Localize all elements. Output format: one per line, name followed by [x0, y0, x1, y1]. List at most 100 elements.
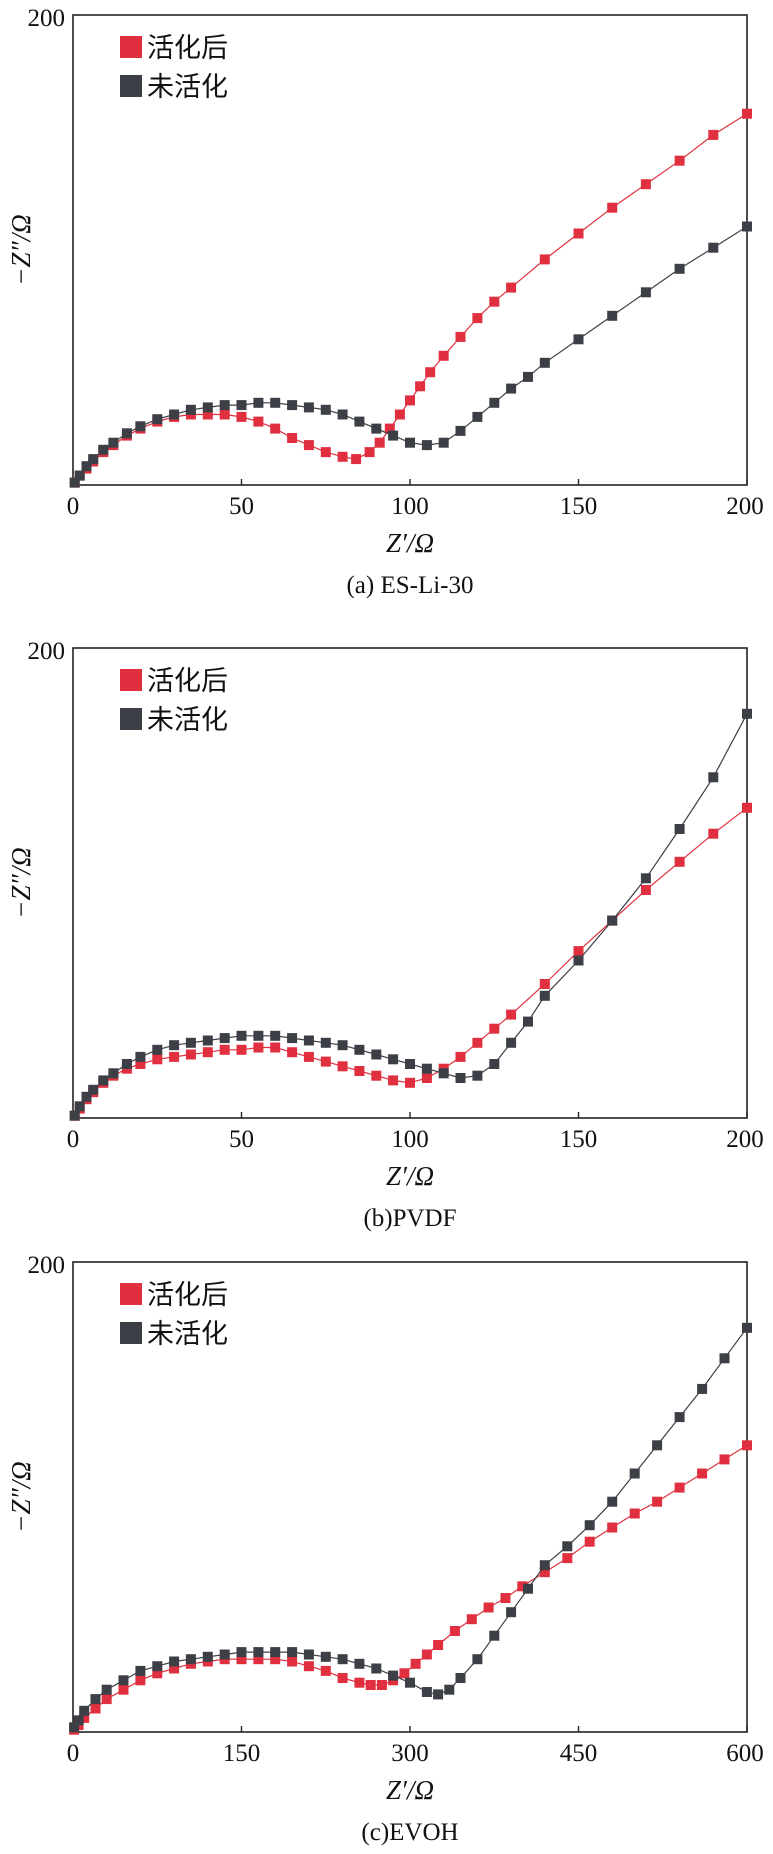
data-point-marker	[523, 1583, 533, 1594]
data-point-marker	[388, 1075, 399, 1086]
data-point-marker	[405, 1059, 415, 1069]
x-tick-label: 200	[726, 1126, 764, 1153]
data-point-marker	[354, 1044, 365, 1055]
data-point-marker	[708, 129, 719, 140]
data-point-marker	[202, 1035, 213, 1046]
legend-swatch-activated	[120, 36, 142, 58]
data-point-marker	[69, 1110, 80, 1121]
data-point-marker	[253, 1647, 264, 1658]
data-point-marker	[101, 1694, 112, 1705]
data-point-marker	[444, 1684, 455, 1695]
data-point-marker	[607, 915, 618, 926]
data-point-marker	[384, 423, 395, 434]
data-point-marker	[742, 802, 752, 813]
data-point-marker	[472, 1037, 483, 1048]
data-point-marker	[674, 263, 685, 274]
data-point-marker	[697, 1383, 708, 1394]
x-tick-label: 150	[223, 1740, 261, 1767]
series-layer-c	[69, 1322, 752, 1735]
data-point-marker	[405, 1077, 415, 1088]
data-point-marker	[506, 1009, 517, 1020]
data-point-marker	[152, 1054, 163, 1065]
data-point-marker	[270, 397, 281, 408]
data-point-marker	[202, 409, 213, 420]
data-point-marker	[421, 440, 432, 451]
data-point-marker	[539, 1560, 550, 1571]
data-point-marker	[74, 470, 85, 481]
data-point-marker	[287, 400, 298, 411]
data-point-marker	[219, 1044, 230, 1055]
data-point-marker	[652, 1440, 663, 1451]
data-point-marker	[118, 1675, 129, 1686]
data-point-marker	[98, 1075, 109, 1086]
data-point-marker	[253, 1042, 264, 1053]
data-point-marker	[73, 1715, 84, 1726]
data-point-marker	[320, 404, 331, 415]
data-point-marker	[88, 1084, 99, 1095]
x-tick-label: 0	[67, 493, 80, 520]
data-point-marker	[236, 1647, 247, 1658]
data-point-marker	[236, 1044, 247, 1055]
data-point-marker	[303, 1051, 314, 1062]
data-point-marker	[374, 437, 385, 448]
legend-label-activated: 活化后	[147, 1280, 228, 1311]
data-point-marker	[320, 1651, 331, 1662]
data-point-marker	[472, 411, 483, 422]
data-point-marker	[455, 1051, 466, 1062]
axis-ticks-b	[72, 1112, 748, 1118]
data-point-marker	[90, 1694, 101, 1705]
data-point-marker	[287, 1047, 298, 1058]
data-point-marker	[455, 1073, 466, 1083]
data-point-marker	[69, 1722, 80, 1733]
data-point-marker	[270, 1030, 281, 1041]
legend-swatch-unactivated	[120, 1322, 142, 1344]
y-tick-label: 200	[28, 1252, 66, 1279]
data-point-marker	[697, 1468, 708, 1479]
data-point-marker	[455, 331, 466, 342]
legend-label-unactivated: 未活化	[147, 705, 228, 736]
data-point-marker	[629, 1468, 640, 1479]
data-point-marker	[539, 990, 550, 1001]
data-point-marker	[337, 409, 348, 420]
data-point-marker	[303, 1649, 314, 1660]
legend-swatch-activated	[120, 669, 142, 691]
data-point-marker	[433, 1689, 444, 1700]
panel-caption: (a) ES-Li-30	[346, 572, 473, 599]
data-point-marker	[674, 155, 685, 166]
data-point-marker	[236, 411, 247, 422]
data-point-marker	[455, 1673, 466, 1683]
x-tick-label: 50	[229, 493, 254, 520]
data-point-marker	[562, 1553, 573, 1564]
data-point-marker	[121, 428, 132, 439]
data-point-marker	[337, 1654, 348, 1665]
x-tick-label: 100	[391, 493, 429, 520]
data-point-marker	[320, 1665, 331, 1676]
data-point-marker	[354, 1066, 365, 1076]
data-point-marker	[88, 454, 99, 465]
data-point-marker	[674, 1482, 685, 1493]
legend: 活化后 未活化	[120, 33, 228, 103]
data-point-marker	[364, 447, 375, 458]
data-point-marker	[394, 409, 405, 420]
data-point-marker	[303, 402, 314, 413]
data-point-marker	[433, 1640, 444, 1650]
data-point-marker	[202, 1651, 213, 1662]
data-point-marker	[539, 979, 550, 989]
data-point-marker	[405, 395, 415, 406]
data-point-marker	[135, 1675, 146, 1686]
x-tick-label: 450	[560, 1740, 598, 1767]
series-line	[74, 113, 748, 483]
x-tick-label: 0	[67, 1740, 80, 1767]
data-point-marker	[303, 1035, 314, 1046]
data-point-marker	[489, 1059, 500, 1069]
data-point-marker	[185, 404, 196, 415]
data-point-marker	[489, 397, 500, 408]
series-line	[74, 807, 748, 1117]
legend-label-activated: 活化后	[147, 666, 228, 697]
data-point-marker	[584, 1536, 595, 1547]
legend-label-unactivated: 未活化	[147, 72, 228, 103]
data-point-marker	[320, 447, 331, 458]
data-point-marker	[135, 1051, 146, 1062]
data-point-marker	[489, 1023, 500, 1034]
data-point-marker	[506, 282, 517, 293]
